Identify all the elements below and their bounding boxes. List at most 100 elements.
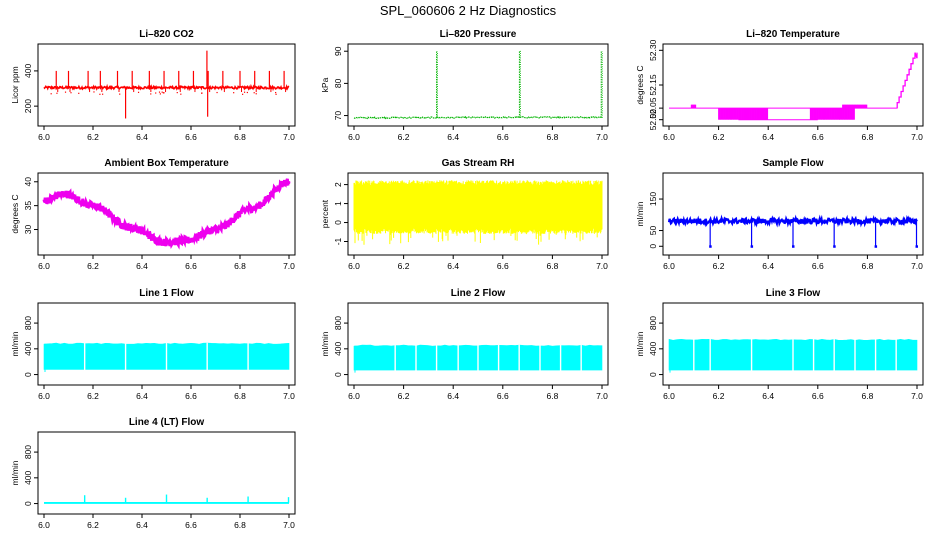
co2-baseline-trace <box>43 83 290 92</box>
y-tick-label: 800 <box>23 316 33 330</box>
ambient-trace <box>42 178 291 250</box>
x-tick-label: 6.2 <box>398 261 410 271</box>
y-tick-label: 30 <box>23 225 33 235</box>
y-tick-label: 0 <box>23 372 33 377</box>
x-tick-label: 6.8 <box>234 391 246 401</box>
co2-point <box>56 92 58 94</box>
y-tick-label: 0 <box>648 244 658 249</box>
x-tick-label: 6.4 <box>136 261 148 271</box>
series-licor_temp <box>669 52 918 121</box>
co2-point <box>150 93 152 95</box>
x-tick-label: 6.0 <box>663 261 675 271</box>
sample-flow-dip-point <box>750 245 754 248</box>
x-tick-label: 6.4 <box>762 261 774 271</box>
x-tick-label: 6.6 <box>497 391 509 401</box>
panel-line4: Line 4 (LT) Flow 6.0 6.2 6.4 6.6 6.8 7.0 0 400 80… <box>10 417 296 530</box>
co2-point <box>70 92 72 94</box>
series-line4 <box>44 494 290 504</box>
series-sample_flow <box>667 214 919 248</box>
pressure-trace <box>353 115 603 120</box>
x-tick-label: 7.0 <box>911 261 923 271</box>
x-tick-label: 6.2 <box>398 391 410 401</box>
y-tick-label: 40 <box>23 177 33 187</box>
x-tick-label: 6.6 <box>497 132 509 142</box>
x-tick-label: 6.4 <box>762 132 774 142</box>
co2-point <box>159 93 161 95</box>
x-tick-label: 6.0 <box>348 391 360 401</box>
y-tick-label: 0 <box>648 372 658 377</box>
y-tick-label: 0 <box>333 220 343 225</box>
x-tick-label: 6.4 <box>762 391 774 401</box>
sample-flow-dip-point <box>833 245 836 248</box>
plot-frame <box>37 172 296 256</box>
series-rh <box>353 180 603 245</box>
panel-line2: Line 2 Flow 6.0 6.2 6.4 6.6 6.8 7.0 0 400 800ml/m… <box>320 288 609 401</box>
y-tick-label: 80 <box>333 78 343 88</box>
series-line3 <box>668 338 918 373</box>
x-tick-label: 6.0 <box>663 391 675 401</box>
panel-title: Line 1 Flow <box>139 288 194 299</box>
series-line1 <box>43 342 290 372</box>
x-tick-label: 6.2 <box>713 391 725 401</box>
co2-point <box>246 91 248 94</box>
co2-point <box>64 91 67 93</box>
y-axis-label: ml/min <box>10 331 20 356</box>
y-tick-label: 50 <box>648 226 658 236</box>
y-tick-label: 800 <box>648 316 658 330</box>
series-ambient <box>42 178 291 250</box>
plot-frame <box>37 302 296 386</box>
co2-point <box>119 93 121 95</box>
x-tick-label: 6.2 <box>87 132 99 142</box>
co2-point <box>163 92 165 94</box>
y-tick-label: 52.00 <box>648 109 658 131</box>
x-tick-label: 6.4 <box>136 132 148 142</box>
y-axis-label: kPa <box>320 77 330 92</box>
x-tick-label: 6.8 <box>546 391 558 401</box>
co2-point <box>216 91 218 94</box>
y-tick-label: 150 <box>648 192 658 206</box>
y-tick-label: 52.05 <box>648 97 658 119</box>
plot-frame <box>37 431 296 515</box>
x-tick-label: 6.0 <box>38 391 50 401</box>
y-tick-label: 52.15 <box>648 74 658 96</box>
x-tick-label: 6.6 <box>185 520 197 530</box>
co2-point <box>158 91 161 93</box>
x-tick-label: 6.8 <box>546 261 558 271</box>
co2-point <box>99 93 101 95</box>
y-tick-label: 400 <box>333 341 343 355</box>
x-tick-label: 6.8 <box>861 391 873 401</box>
panel-title: Line 4 (LT) Flow <box>129 417 205 428</box>
figure-title: SPL_060606 2 Hz Diagnostics <box>380 3 557 18</box>
x-tick-label: 6.8 <box>234 132 246 142</box>
y-tick-label: 400 <box>23 470 33 484</box>
y-axis-label: degrees C <box>10 194 20 233</box>
panel-rh: Gas Stream RH 6.0 6.2 6.4 6.6 6.8 7.0 -1 0 1 2 perc… <box>320 158 609 271</box>
x-tick-label: 6.2 <box>713 261 725 271</box>
y-tick-label: 200 <box>23 99 33 113</box>
x-tick-label: 7.0 <box>911 391 923 401</box>
y-tick-label: 400 <box>23 64 33 78</box>
x-tick-label: 6.0 <box>663 132 675 142</box>
panel-licor_temp: Li–820 Temperature 6.0 6.2 6.4 6.6 6.8 7.0 52.0… <box>635 29 924 142</box>
y-tick-label: 35 <box>23 201 33 211</box>
x-tick-label: 6.8 <box>234 261 246 271</box>
co2-point <box>275 91 277 94</box>
x-tick-label: 6.2 <box>713 132 725 142</box>
panel-sample_flow: Sample Flow 6.0 6.2 6.4 6.6 6.8 7.0 0 50 150ml/mi… <box>635 158 924 271</box>
x-tick-label: 7.0 <box>911 132 923 142</box>
y-tick-label: 52.30 <box>648 39 658 61</box>
x-tick-label: 6.0 <box>38 261 50 271</box>
x-tick-label: 7.0 <box>283 391 295 401</box>
y-tick-label: 800 <box>333 316 343 330</box>
y-axis-label: ml/min <box>320 331 330 356</box>
x-tick-label: 6.6 <box>812 132 824 142</box>
panel-title: Gas Stream RH <box>442 158 515 169</box>
x-tick-label: 6.4 <box>136 391 148 401</box>
co2-point <box>253 92 255 94</box>
x-tick-label: 6.6 <box>185 132 197 142</box>
panel-co2: Li–820 CO2 6.0 6.2 6.4 6.6 6.8 7.0 200 400Licor … <box>10 29 296 142</box>
co2-point <box>161 91 163 93</box>
co2-point <box>155 92 157 94</box>
co2-point <box>243 91 246 93</box>
co2-point <box>255 93 257 95</box>
